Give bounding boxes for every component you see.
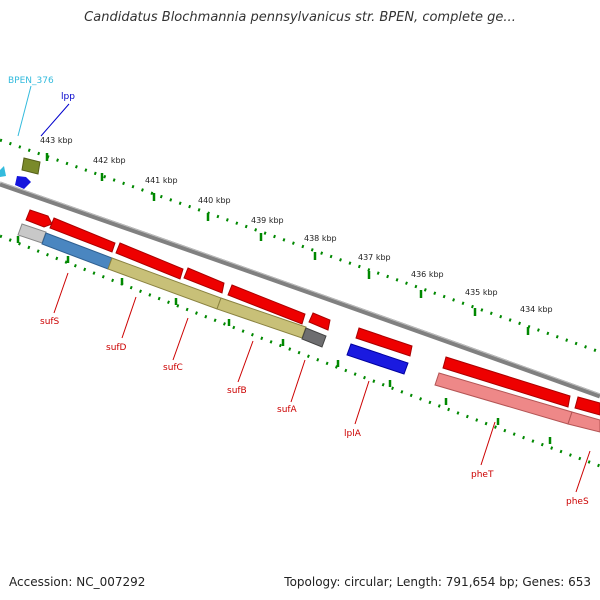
gene-arrow[interactable] <box>574 396 600 416</box>
footer-summary: Topology: circular; Length: 791,654 bp; … <box>284 575 591 589</box>
ruler-tick-label: 438 kbp <box>304 234 337 243</box>
gene-arrow[interactable] <box>442 356 571 408</box>
gene-label-lplA: lplA <box>344 429 362 439</box>
gene-label-sufS: sufS <box>40 317 60 327</box>
gene-box-blue-lplA[interactable] <box>346 343 409 375</box>
gene-bpen376-arrow[interactable] <box>0 166 6 177</box>
gene-label-sufC: sufC <box>163 363 183 373</box>
reverse-genes-colored <box>17 223 600 433</box>
gene-label-pheS: pheS <box>566 497 589 507</box>
ruler-tick-label: 436 kbp <box>411 270 444 279</box>
gene-label-lpp: lpp <box>61 92 75 102</box>
gene-label-sufA: sufA <box>277 405 298 415</box>
inner-ruler-major-ticks <box>16 236 552 444</box>
ruler-tick-label: 435 kbp <box>465 288 498 297</box>
gene-arrow[interactable] <box>355 327 413 357</box>
map-title: Candidatus Blochmannia pennsylvanicus st… <box>84 10 516 25</box>
gene-label-bpen376: BPEN_376 <box>8 76 54 86</box>
gene-lpp-arrow[interactable] <box>15 176 31 189</box>
gene-label-pheT: pheT <box>471 470 494 480</box>
ruler-tick-label: 443 kbp <box>40 136 73 145</box>
ruler-tick-label: 439 kbp <box>251 216 284 225</box>
ruler-tick-label: 441 kbp <box>145 176 178 185</box>
ruler-tick-label: 437 kbp <box>358 253 391 262</box>
ruler-major-ticks <box>45 153 530 335</box>
gene-box-grey[interactable] <box>17 223 47 244</box>
lpp-label-leader <box>40 103 70 137</box>
reverse-gene-leaders <box>53 272 591 493</box>
gene-arrow[interactable] <box>308 312 331 331</box>
gene-lpp-box-olive[interactable] <box>21 157 41 175</box>
genome-backbone <box>0 181 600 399</box>
inner-ruler-dots <box>0 234 600 468</box>
ruler-tick-label: 434 kbp <box>520 305 553 314</box>
gene-label-sufD: sufD <box>106 343 127 353</box>
bpen376-label-leader <box>17 85 32 137</box>
gene-label-sufB: sufB <box>227 386 247 396</box>
ruler-tick-label: 442 kbp <box>93 156 126 165</box>
gene-box-darkgrey[interactable] <box>301 327 327 348</box>
gene-arrow[interactable] <box>115 242 184 280</box>
gene-arrow[interactable] <box>25 209 53 228</box>
gene-arrow[interactable] <box>227 284 306 325</box>
reverse-genes-red <box>25 209 600 416</box>
footer-accession: Accession: NC_007292 <box>9 575 146 589</box>
gene-arrow[interactable] <box>183 267 225 294</box>
gene-box-pink[interactable] <box>567 411 600 433</box>
ruler-tick-label: 440 kbp <box>198 196 231 205</box>
genome-backbone-highlight <box>0 181 600 395</box>
gene-arrow[interactable] <box>49 217 116 253</box>
